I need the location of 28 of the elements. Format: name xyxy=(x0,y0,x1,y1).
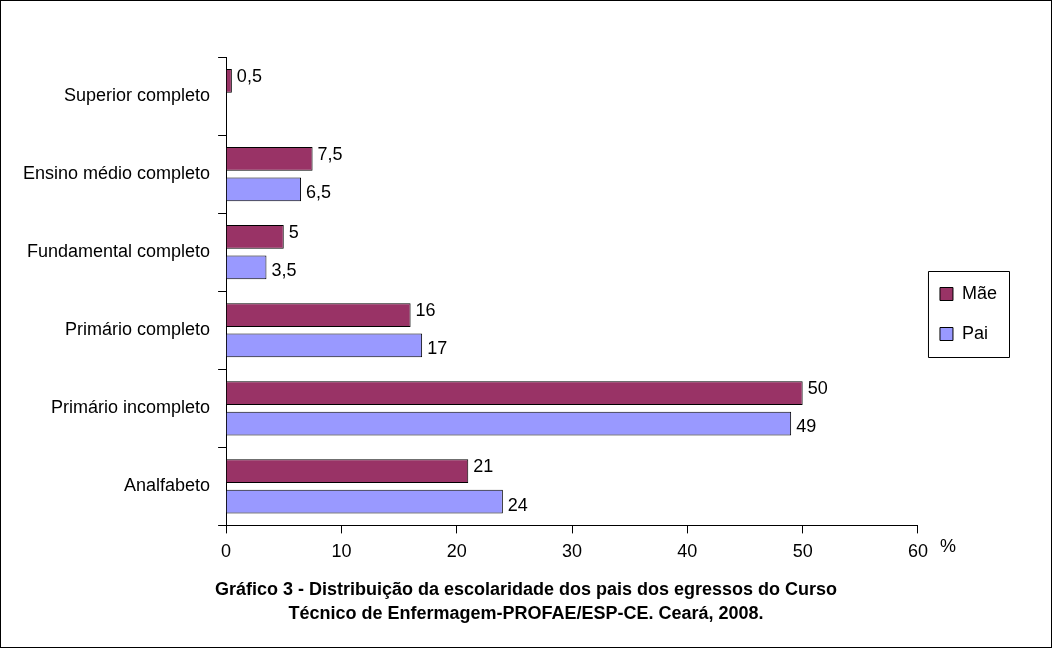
legend-label: Mãe xyxy=(961,282,997,303)
y-tick-label: Ensino médio completo xyxy=(22,163,211,184)
data-label: 3,5 xyxy=(271,260,297,281)
data-label: 24 xyxy=(507,494,528,515)
y-tick-label: Fundamental completo xyxy=(26,241,211,262)
x-tick-label: 30 xyxy=(562,541,583,562)
data-label: 0,5 xyxy=(236,65,262,86)
data-label: 7,5 xyxy=(317,143,343,164)
y-tick-label: Superior completo xyxy=(64,85,211,105)
x-tick-label: 0 xyxy=(221,541,232,562)
data-label: 49 xyxy=(796,416,817,437)
x-tick-label: 60 xyxy=(907,541,928,562)
data-label: 17 xyxy=(427,338,448,359)
y-tick-label: Primário completo xyxy=(65,319,211,340)
data-label: 5 xyxy=(288,221,299,242)
text: Gráfico 3 - Distribuição da escolaridade dos pais dos egressos do Curso Técnico de Enfermagem-PROFAE/ESP-CE. Ceará, 2008. xyxy=(213,578,839,625)
y-tick-label: Primário incompleto xyxy=(51,397,211,418)
y-tick-label: Analfabeto xyxy=(124,475,211,496)
x-tick-label: 40 xyxy=(677,541,698,562)
x-tick-label: 10 xyxy=(331,541,352,562)
x-axis-title: % xyxy=(939,536,956,557)
data-label: 50 xyxy=(807,378,828,399)
legend-label: Pai xyxy=(961,322,988,343)
x-tick-label: 50 xyxy=(792,541,813,562)
data-label: 6,5 xyxy=(306,182,332,203)
x-tick-label: 20 xyxy=(446,541,467,562)
data-label: 21 xyxy=(473,456,494,477)
data-label: 16 xyxy=(415,299,436,320)
